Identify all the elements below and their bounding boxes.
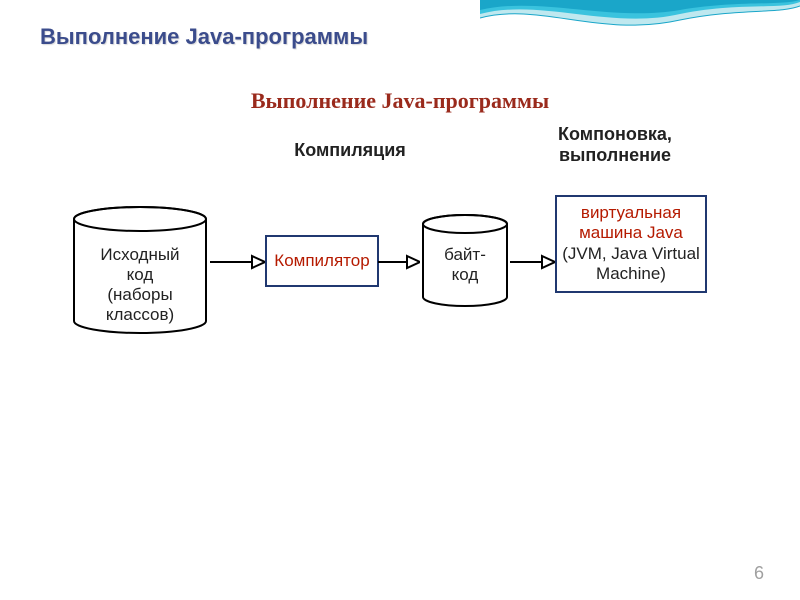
jvm-line2-red: Java — [647, 223, 683, 242]
source-line4: классов) — [106, 305, 174, 324]
bytecode-line1: байт- — [444, 245, 486, 264]
source-line1: Исходный — [100, 245, 179, 264]
arrow-1 — [210, 252, 265, 272]
source-text: Исходный код (наборы классов) — [70, 245, 210, 325]
bytecode-line2: код — [452, 265, 479, 284]
source-line3: (наборы — [107, 285, 172, 304]
header-title: Выполнение Java-программы — [40, 24, 368, 50]
source-line2: код — [127, 265, 154, 284]
sub-title: Выполнение Java-программы — [0, 88, 800, 114]
slide: Выполнение Java-программы Выполнение Jav… — [0, 0, 800, 600]
box-jvm: виртуальная машина Java (JVM, Java Virtu… — [555, 195, 707, 293]
page-number: 6 — [754, 563, 764, 584]
label-linking: Компоновка, выполнение — [535, 124, 695, 166]
bytecode-text: байт- код — [420, 245, 510, 285]
arrow-2 — [378, 252, 420, 272]
arrow-3 — [510, 252, 555, 272]
jvm-line2-rest: (JVM, Java Virtual Machine) — [562, 244, 700, 283]
label-compilation: Компиляция — [280, 140, 420, 161]
wave-decoration — [480, 0, 800, 80]
box-compiler: Компилятор — [265, 235, 379, 287]
